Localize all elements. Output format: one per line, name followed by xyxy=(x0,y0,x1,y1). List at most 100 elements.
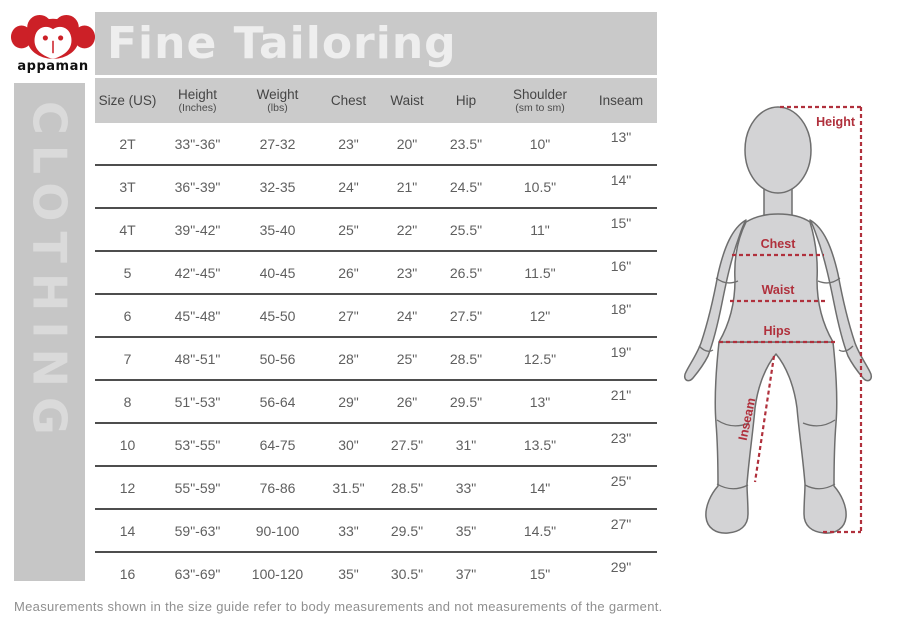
size-cell: 28.5" xyxy=(437,337,495,381)
size-cell: 14.5" xyxy=(495,509,585,553)
col-header-inseam: Inseam xyxy=(585,78,657,123)
waist-label: Waist xyxy=(762,283,796,297)
size-cell: 31" xyxy=(437,423,495,467)
size-cell: 3T xyxy=(95,165,160,209)
monkey-logo-icon xyxy=(10,14,96,59)
hips-label: Hips xyxy=(763,324,790,338)
size-row: 10 53"-55" 64-75 30" 27.5" 31" 13.5" 23" xyxy=(95,423,657,467)
size-cell: 29.5" xyxy=(377,509,437,553)
size-cell: 26" xyxy=(377,380,437,424)
col-header-shoulder: Shoulder (sm to sm) xyxy=(495,78,585,123)
size-cell: 100-120 xyxy=(251,565,304,582)
size-cell: 6 xyxy=(95,294,160,338)
size-cell: 25" xyxy=(320,208,377,252)
size-cell: 29.5" xyxy=(437,380,495,424)
size-cell: 15" xyxy=(585,208,657,252)
size-cell: 25.5" xyxy=(437,208,495,252)
col-header-hip: Hip xyxy=(437,78,495,123)
size-cell: 23" xyxy=(377,251,437,295)
size-cell: 18" xyxy=(585,294,657,338)
size-chart: Size (US) Height (Inches) Weight (lbs) Che… xyxy=(95,78,657,594)
size-row: 12 55"-59" 76-86 31.5" 28.5" 33" 14" 25" xyxy=(95,466,657,510)
measurement-diagram: Height Chest Waist Hips Inseam xyxy=(658,90,898,540)
size-cell: 29" xyxy=(320,380,377,424)
col-header-size: Size (US) xyxy=(95,78,160,123)
size-cell: 28" xyxy=(320,337,377,381)
size-cell: 30.5" xyxy=(390,565,424,582)
size-cell: 23" xyxy=(585,423,657,467)
size-cell: 35" xyxy=(338,565,359,582)
size-cell: 11" xyxy=(495,208,585,252)
size-cell: 76-86 xyxy=(235,466,320,510)
brand-wordmark: appaman xyxy=(17,59,89,74)
size-cell: 56-64 xyxy=(235,380,320,424)
size-cell: 39"-42" xyxy=(160,208,235,252)
size-cell: 21" xyxy=(377,165,437,209)
size-cell: 22" xyxy=(377,208,437,252)
size-cell: 5 xyxy=(95,251,160,295)
size-cell: 11.5" xyxy=(495,251,585,295)
size-cell: 16" xyxy=(585,251,657,295)
size-cell: 12.5" xyxy=(495,337,585,381)
size-cell: 45"-48" xyxy=(160,294,235,338)
size-cell: 40-45 xyxy=(235,251,320,295)
size-row: 16 63"-69" 100-120 35" 30.5" 37" 15" 29" xyxy=(95,552,657,594)
size-cell: 26.5" xyxy=(437,251,495,295)
size-row: 14 59"-63" 90-100 33" 29.5" 35" 14.5" 27" xyxy=(95,509,657,553)
size-cell: 48"-51" xyxy=(160,337,235,381)
size-row: 5 42"-45" 40-45 26" 23" 26.5" 11.5" 16" xyxy=(95,251,657,295)
size-row: 4T 39"-42" 35-40 25" 22" 25.5" 11" 15" xyxy=(95,208,657,252)
page-title: Fine Tailoring xyxy=(107,18,457,69)
size-cell: 27.5" xyxy=(437,294,495,338)
size-cell: 12 xyxy=(95,466,160,510)
size-cell: 51"-53" xyxy=(160,380,235,424)
size-table-header-row: Size (US) Height (Inches) Weight (lbs) Che… xyxy=(95,78,657,123)
size-cell: 33"-36" xyxy=(160,123,235,166)
size-cell: 37" xyxy=(455,565,477,582)
size-cell: 28.5" xyxy=(377,466,437,510)
title-banner: Fine Tailoring xyxy=(95,12,657,75)
size-cell: 13" xyxy=(495,380,585,424)
size-cell: 7 xyxy=(95,337,160,381)
size-cell: 64-75 xyxy=(235,423,320,467)
size-table: Size (US) Height (Inches) Weight (lbs) Che… xyxy=(95,78,657,594)
size-cell: 55"-59" xyxy=(160,466,235,510)
col-header-height: Height (Inches) xyxy=(160,78,235,123)
size-cell: 24" xyxy=(320,165,377,209)
size-row: 3T 36"-39" 32-35 24" 21" 24.5" 10.5" 14" xyxy=(95,165,657,209)
size-cell: 24.5" xyxy=(437,165,495,209)
size-cell: 27-32 xyxy=(235,123,320,166)
size-row: 8 51"-53" 56-64 29" 26" 29.5" 13" 21" xyxy=(95,380,657,424)
size-cell: 63"-69" xyxy=(174,565,221,582)
size-cell: 10" xyxy=(495,123,585,166)
size-cell: 16 xyxy=(119,565,136,582)
size-cell: 27" xyxy=(585,509,657,553)
size-cell: 13.5" xyxy=(495,423,585,467)
size-cell: 13" xyxy=(585,123,657,166)
size-cell: 30" xyxy=(320,423,377,467)
size-cell: 21" xyxy=(585,380,657,424)
size-cell: 25" xyxy=(585,466,657,510)
size-row: 6 45"-48" 45-50 27" 24" 27.5" 12" 18" xyxy=(95,294,657,338)
col-header-weight: Weight (lbs) xyxy=(235,78,320,123)
size-row: 7 48"-51" 50-56 28" 25" 28.5" 12.5" 19" xyxy=(95,337,657,381)
size-cell: 32-35 xyxy=(235,165,320,209)
height-label: Height xyxy=(816,115,856,129)
size-cell: 36"-39" xyxy=(160,165,235,209)
size-cell: 35" xyxy=(437,509,495,553)
size-cell: 19" xyxy=(585,337,657,381)
size-cell: 8 xyxy=(95,380,160,424)
size-cell: 50-56 xyxy=(235,337,320,381)
size-cell: 12" xyxy=(495,294,585,338)
size-cell: 59"-63" xyxy=(160,509,235,553)
size-cell: 33" xyxy=(320,509,377,553)
size-cell: 90-100 xyxy=(235,509,320,553)
category-band-label: CLOTHING xyxy=(22,101,77,445)
size-cell: 20" xyxy=(377,123,437,166)
size-cell: 10.5" xyxy=(495,165,585,209)
size-cell: 14" xyxy=(495,466,585,510)
col-header-chest: Chest xyxy=(320,78,377,123)
size-row: 2T 33"-36" 27-32 23" 20" 23.5" 10" 13" xyxy=(95,123,657,166)
size-cell: 4T xyxy=(95,208,160,252)
inseam-line xyxy=(753,355,776,483)
